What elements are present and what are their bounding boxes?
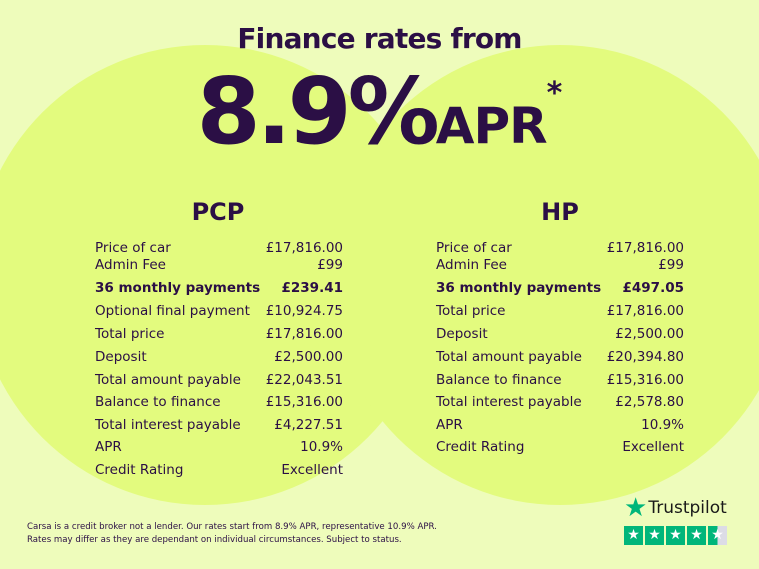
background-circle-right — [330, 45, 759, 505]
table-row: Total price £17,816.00 — [436, 303, 684, 319]
rating-star-icon: ★ — [624, 526, 643, 545]
pcp-table: Price of car £17,816.00 Admin Fee £99 36 mon… — [95, 240, 343, 480]
row-label: Credit Rating — [436, 439, 525, 455]
row-label: Total price — [95, 326, 165, 342]
table-row: 36 monthly payments £497.05 — [436, 280, 684, 296]
row-label: Deposit — [95, 349, 147, 365]
row-value: £2,578.80 — [615, 394, 684, 410]
table-row: Admin Fee £99 — [95, 257, 343, 273]
table-row: APR 10.9% — [95, 439, 343, 455]
hp-table: Price of car £17,816.00 Admin Fee £99 36 mon… — [436, 240, 684, 480]
row-value: £17,816.00 — [265, 326, 343, 342]
row-value: Excellent — [622, 439, 684, 455]
row-label: Balance to finance — [436, 372, 562, 388]
row-value: £2,500.00 — [615, 326, 684, 342]
table-row: Total price £17,816.00 — [95, 326, 343, 342]
rate-suffix: APR — [435, 97, 548, 155]
row-value: £17,816.00 — [265, 240, 343, 256]
table-row: Price of car £17,816.00 — [436, 240, 684, 256]
row-value: £17,816.00 — [606, 240, 684, 256]
rate-banner: 8.9%APR* — [0, 62, 759, 162]
row-value: £15,316.00 — [606, 372, 684, 388]
table-row: Credit Rating Excellent — [95, 462, 343, 478]
row-label: Admin Fee — [436, 257, 507, 273]
row-value: £22,043.51 — [265, 372, 343, 388]
trustpilot-badge: ★ Trustpilot ★ ★ ★ ★ ★ — [624, 493, 727, 545]
hp-title: HP — [541, 198, 579, 226]
table-row: Deposit £2,500.00 — [95, 349, 343, 365]
row-label: Price of car — [436, 240, 512, 256]
table-row: Total amount payable £20,394.80 — [436, 349, 684, 365]
row-label: 36 monthly payments — [436, 280, 602, 296]
pcp-title: PCP — [191, 198, 245, 226]
row-label: Total interest payable — [95, 417, 241, 433]
row-value: £17,816.00 — [606, 303, 684, 319]
table-row: Price of car £17,816.00 — [95, 240, 343, 256]
row-label: Optional final payment — [95, 303, 250, 319]
row-value: £99 — [317, 257, 343, 273]
table-row: Deposit £2,500.00 — [436, 326, 684, 342]
row-value: £15,316.00 — [265, 394, 343, 410]
row-value: £99 — [658, 257, 684, 273]
row-value: 10.9% — [641, 417, 684, 433]
table-row: Balance to finance £15,316.00 — [436, 372, 684, 388]
rating-star-icon: ★ — [645, 526, 664, 545]
table-row: Credit Rating Excellent — [436, 439, 684, 455]
row-value: £20,394.80 — [606, 349, 684, 365]
row-value: Excellent — [281, 462, 343, 478]
row-label: Balance to finance — [95, 394, 221, 410]
row-label: Total price — [436, 303, 506, 319]
row-label: APR — [436, 417, 463, 433]
rate-value: 8.9% — [196, 58, 440, 165]
row-value: £497.05 — [622, 280, 685, 296]
disclaimer-line: Carsa is a credit broker not a lender. O… — [27, 522, 437, 532]
row-value: £4,227.51 — [274, 417, 343, 433]
row-label: Total amount payable — [95, 372, 241, 388]
row-value: 10.9% — [300, 439, 343, 455]
headline: Finance rates from — [237, 22, 522, 55]
row-label: Price of car — [95, 240, 171, 256]
rating-half-star-icon: ★ — [708, 526, 727, 545]
table-row: Total interest payable £4,227.51 — [95, 417, 343, 433]
table-row: Balance to finance £15,316.00 — [95, 394, 343, 410]
row-label: Admin Fee — [95, 257, 166, 273]
row-label: Deposit — [436, 326, 488, 342]
table-row: Admin Fee £99 — [436, 257, 684, 273]
trustpilot-star-icon: ★ — [624, 493, 648, 523]
rating-star-icon: ★ — [666, 526, 685, 545]
row-label: Total interest payable — [436, 394, 582, 410]
table-row: Total interest payable £2,578.80 — [436, 394, 684, 410]
row-label: APR — [95, 439, 122, 455]
trustpilot-name: Trustpilot — [648, 498, 727, 518]
disclaimer-line: Rates may differ as they are dependant o… — [27, 535, 402, 545]
row-label: Total amount payable — [436, 349, 582, 365]
table-row: Total amount payable £22,043.51 — [95, 372, 343, 388]
row-value: £10,924.75 — [265, 303, 343, 319]
rating-star-icon: ★ — [687, 526, 706, 545]
table-row: APR 10.9% — [436, 417, 684, 433]
disclaimer: Carsa is a credit broker not a lender. O… — [27, 521, 437, 547]
row-label: 36 monthly payments — [95, 280, 261, 296]
row-value: £2,500.00 — [274, 349, 343, 365]
row-label: Credit Rating — [95, 462, 184, 478]
trustpilot-rating: ★ ★ ★ ★ ★ — [624, 526, 727, 545]
row-value: £239.41 — [281, 280, 344, 296]
table-row: Optional final payment £10,924.75 — [95, 303, 343, 319]
table-row: 36 monthly payments £239.41 — [95, 280, 343, 296]
rate-footnote-mark: * — [546, 76, 563, 111]
